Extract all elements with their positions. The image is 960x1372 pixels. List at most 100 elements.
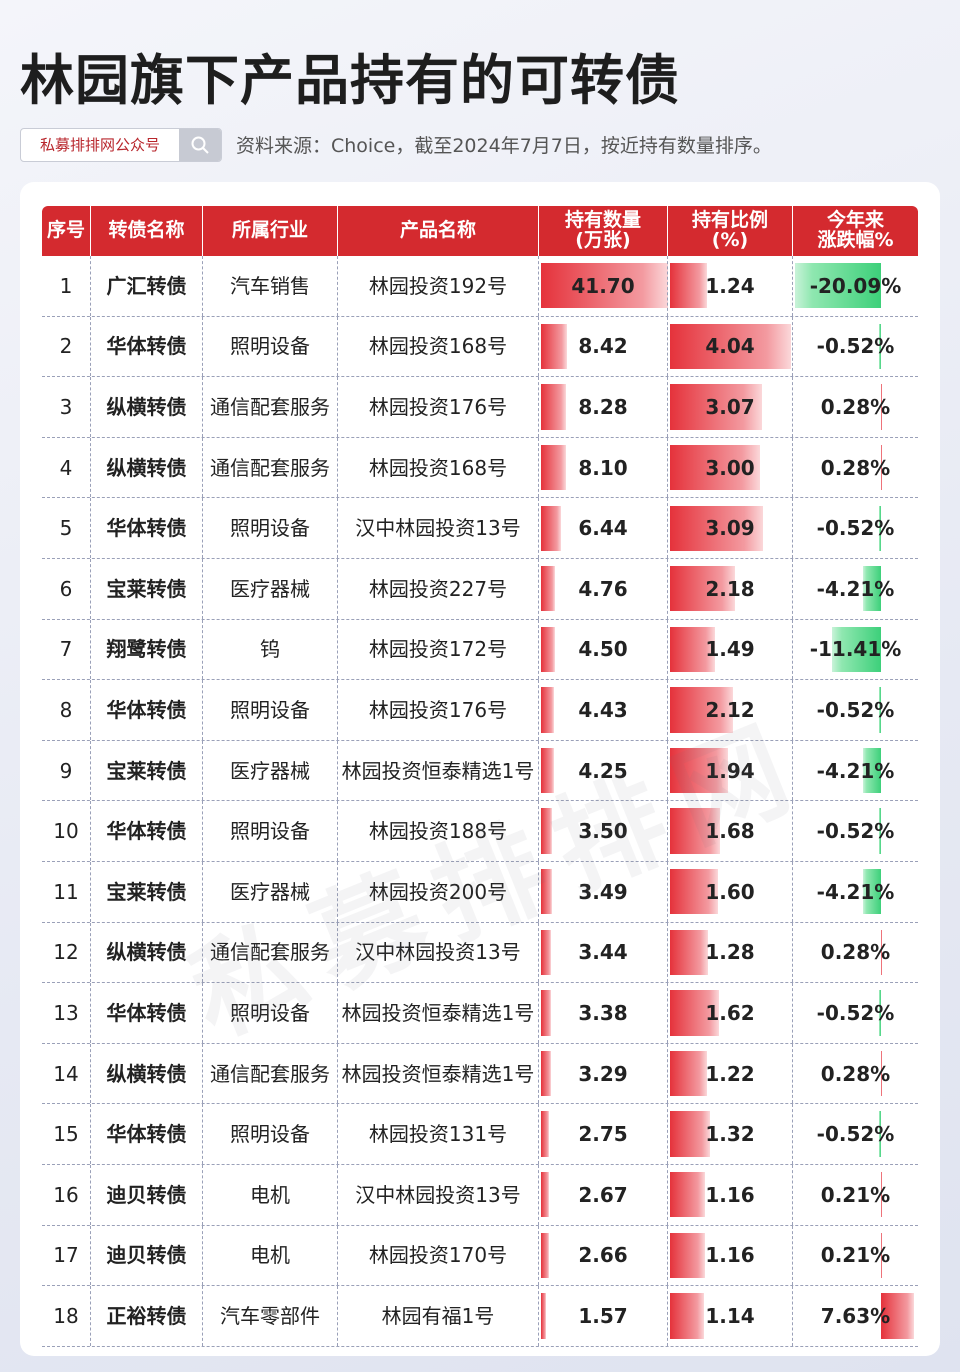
table-cell: 照明设备 [202, 498, 337, 558]
change-bar [881, 1050, 883, 1097]
table-cell: 1.22 [667, 1043, 792, 1104]
table-row: 9 宝莱转债 医疗器械 林园投资恒泰精选1号 4.25 1.94 -4.21% [42, 740, 918, 802]
table-cell: 1 [42, 256, 90, 316]
quantity-bar [541, 1232, 550, 1278]
cell-text: 1.57 [578, 1303, 628, 1328]
cell-text: 3 [59, 394, 73, 419]
table-cell: 林园投资188号 [337, 801, 538, 861]
table-cell: 1.68 [667, 801, 792, 861]
quantity-bar [541, 505, 561, 551]
quantity-bar [541, 747, 554, 794]
cell-text: 1.32 [705, 1122, 755, 1147]
table-cell: 医疗器械 [202, 861, 337, 922]
table-cell: 0.28% [792, 922, 918, 983]
cell-text: 15 [53, 1122, 79, 1147]
cell-text: 2.67 [578, 1182, 628, 1207]
change-bar [881, 1293, 914, 1339]
cell-text: 2.12 [705, 697, 755, 722]
cell-text: 3.44 [578, 940, 628, 965]
cell-text: 16 [53, 1182, 79, 1207]
cell-text: 汉中林园投资13号 [355, 1182, 521, 1207]
table-cell: 通信配套服务 [202, 922, 337, 983]
table-cell: 1.24 [667, 256, 792, 316]
cell-text: -4.21% [816, 758, 895, 783]
table-cell: 林园投资227号 [337, 558, 538, 619]
table-cell: 电机 [202, 1225, 337, 1286]
table-cell: 林园投资恒泰精选1号 [337, 740, 538, 801]
cell-text: 迪贝转债 [106, 1182, 187, 1207]
cell-text: 医疗器械 [230, 576, 310, 601]
cell-text: 12 [53, 940, 79, 965]
table-cell: 3.44 [538, 922, 667, 983]
cell-text: 汽车零部件 [220, 1303, 320, 1328]
table-cell: 4.25 [538, 740, 667, 801]
change-bar [881, 384, 883, 430]
table-cell: 8 [42, 680, 90, 740]
table-cell: -20.09% [792, 256, 918, 316]
table-cell: 1.62 [667, 983, 792, 1043]
cell-text: 11 [53, 879, 79, 904]
search-icon [179, 129, 221, 161]
table-row: 6 宝莱转债 医疗器械 林园投资227号 4.76 2.18 -4.21% [42, 558, 918, 620]
table-row: 14 纵横转债 通信配套服务 林园投资恒泰精选1号 3.29 1.22 0.28% [42, 1043, 918, 1105]
change-bar [881, 1232, 882, 1278]
cell-text: 汽车销售 [230, 273, 310, 298]
column-header: 持有比例 (%) [667, 206, 792, 256]
table-cell: 华体转债 [90, 983, 202, 1043]
table-cell: 18 [42, 1286, 90, 1346]
column-header: 持有数量 (万张) [538, 206, 667, 256]
cell-text: 4.76 [578, 576, 628, 601]
cell-text: 8.42 [578, 334, 628, 359]
cell-text: 林园投资170号 [368, 1243, 508, 1268]
table-cell: 林园投资170号 [337, 1225, 538, 1286]
cell-text: 钨 [260, 637, 280, 662]
table-cell: 3.09 [667, 498, 792, 558]
ratio-bar [670, 1293, 705, 1339]
table-cell: 0.28% [792, 437, 918, 498]
table-row: 2 华体转债 照明设备 林园投资168号 8.42 4.04 -0.52% [42, 316, 918, 378]
cell-text: 0.28% [820, 394, 891, 419]
table-row: 11 宝莱转债 医疗器械 林园投资200号 3.49 1.60 -4.21% [42, 861, 918, 923]
cell-text: 1 [59, 273, 73, 298]
cell-text: 林园投资172号 [368, 637, 508, 662]
table-cell: 3.38 [538, 983, 667, 1043]
cell-text: 3.09 [705, 516, 755, 541]
table-cell: 11 [42, 862, 90, 922]
table-cell: 3.00 [667, 437, 792, 498]
change-bar [832, 626, 881, 672]
change-bar [862, 747, 881, 794]
cell-text: 华体转债 [106, 334, 187, 359]
cell-text: 4.25 [578, 758, 628, 783]
cell-text: -0.52% [816, 819, 895, 844]
ratio-bar [670, 384, 762, 430]
cell-text: 5 [59, 516, 73, 541]
table-row: 16 迪贝转债 电机 汉中林园投资13号 2.67 1.16 0.21% [42, 1164, 918, 1226]
cell-text: 1.14 [705, 1303, 755, 1328]
change-bar [862, 869, 881, 915]
table-cell: 汉中林园投资13号 [337, 498, 538, 558]
table-cell: 照明设备 [202, 983, 337, 1043]
table-cell: 0.21% [792, 1164, 918, 1225]
table-cell: 1.16 [667, 1164, 792, 1225]
table-cell: 6 [42, 559, 90, 619]
table-cell: 16 [42, 1165, 90, 1225]
title: 林园旗下产品持有的可转债 [20, 49, 680, 112]
table-cell: 通信配套服务 [202, 1043, 337, 1104]
table-cell: 8.28 [538, 377, 667, 437]
table-row: 4 纵横转债 通信配套服务 林园投资168号 8.10 3.00 0.28% [42, 437, 918, 499]
cell-text: 通信配套服务 [210, 455, 330, 480]
change-bar [881, 1172, 882, 1218]
table-cell: 8.42 [538, 316, 667, 377]
table-row: 8 华体转债 照明设备 林园投资176号 4.43 2.12 -0.52% [42, 680, 918, 741]
table-row: 18 正裕转债 汽车零部件 林园有福1号 1.57 1.14 7.63% [42, 1286, 918, 1347]
table-cell: 通信配套服务 [202, 377, 337, 437]
table-cell: -0.52% [792, 983, 918, 1043]
ratio-bar [670, 444, 760, 491]
table-cell: 纵横转债 [90, 922, 202, 983]
quantity-bar [541, 444, 566, 491]
change-bar [878, 323, 881, 370]
ratio-bar [670, 505, 763, 551]
table-cell: 林园投资200号 [337, 861, 538, 922]
cell-text: 3.49 [578, 879, 628, 904]
